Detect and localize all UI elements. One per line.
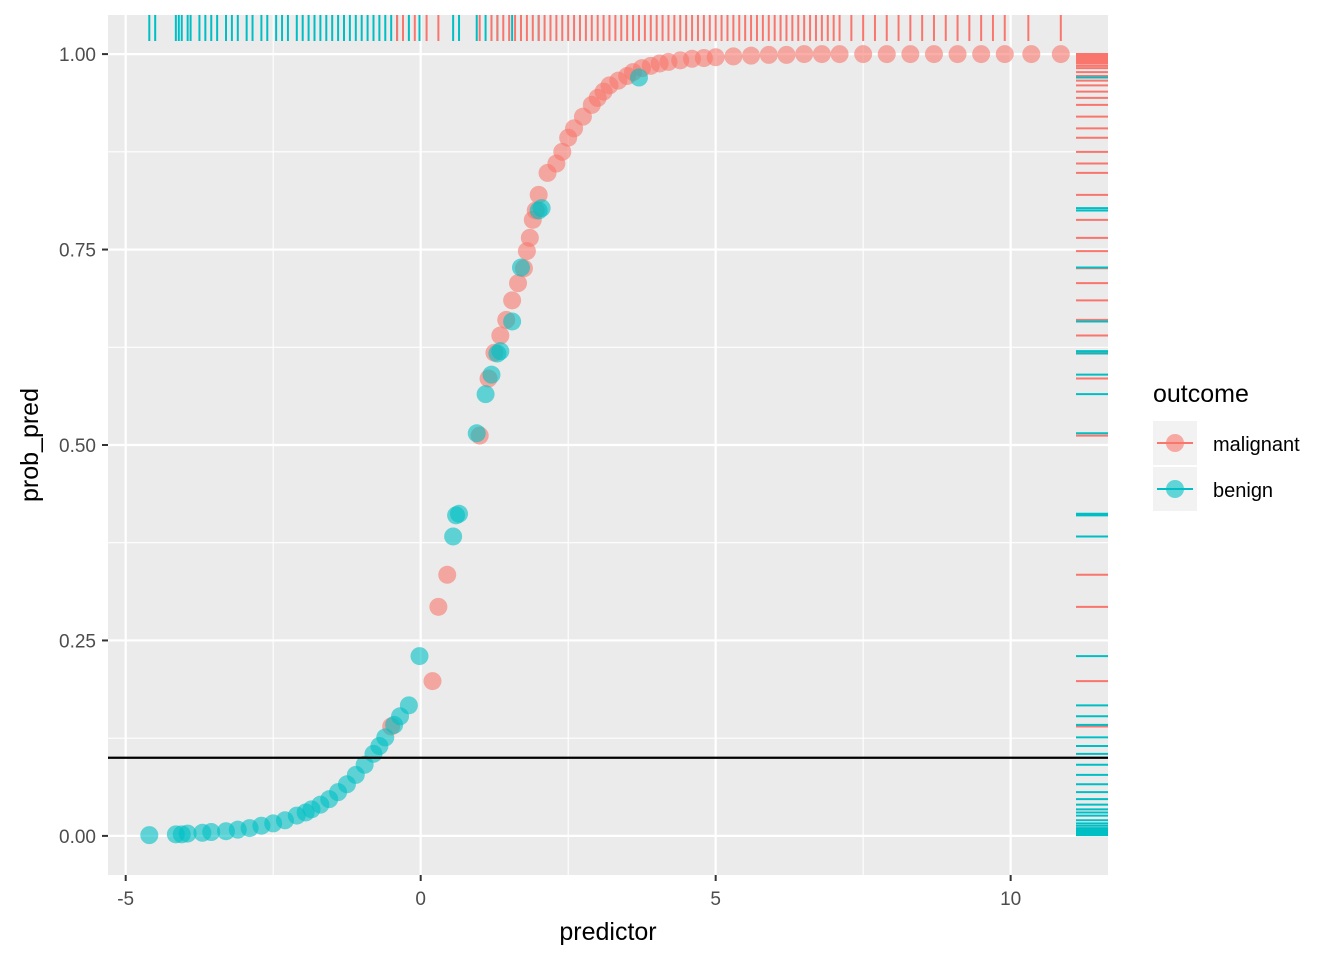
x-tick-label: 10 [1000, 889, 1021, 910]
point-malignant [877, 45, 896, 64]
point-benign [511, 258, 530, 277]
y-axis-title: prob_pred [16, 388, 44, 502]
point-malignant [429, 597, 448, 616]
point-benign [503, 312, 522, 331]
point-malignant [1051, 45, 1070, 64]
top-rug [148, 15, 1062, 41]
point-malignant [742, 46, 761, 65]
point-malignant [491, 326, 510, 345]
point-malignant [1022, 45, 1041, 64]
point-malignant [795, 45, 814, 64]
x-axis-title: predictor [559, 918, 656, 946]
legend-key-malignant-point [1166, 434, 1184, 452]
point-benign [532, 199, 551, 218]
point-benign [629, 68, 648, 87]
point-malignant [520, 228, 539, 247]
y-tick-label: 1.00 [59, 45, 96, 66]
legend-title: outcome [1153, 380, 1249, 408]
point-benign [410, 647, 429, 666]
point-malignant [503, 291, 522, 310]
point-malignant [509, 274, 528, 293]
right-rug [1076, 53, 1108, 837]
x-axis: -5 0 5 10 [117, 875, 1021, 910]
point-malignant [948, 45, 967, 64]
y-tick-label: 0.50 [59, 436, 96, 457]
legend-key-benign-point [1166, 480, 1184, 498]
point-benign [444, 527, 463, 546]
point-benign [450, 504, 469, 523]
data-points [140, 45, 1070, 845]
point-malignant [724, 47, 743, 66]
point-malignant [759, 45, 778, 64]
point-malignant [553, 142, 572, 161]
point-malignant [854, 45, 873, 64]
x-tick-label: 5 [710, 889, 721, 910]
point-benign [467, 424, 486, 443]
point-benign [399, 696, 418, 715]
point-malignant [812, 45, 831, 64]
point-benign [376, 728, 395, 747]
point-benign [140, 826, 159, 845]
point-benign [482, 365, 501, 384]
y-axis: 0.00 0.25 0.50 0.75 1.00 [59, 45, 108, 848]
y-tick-label: 0.75 [59, 241, 96, 262]
point-malignant [924, 45, 943, 64]
point-malignant [438, 565, 457, 584]
x-tick-label: 0 [415, 889, 426, 910]
legend: outcome malignant benign [1153, 380, 1300, 511]
point-benign [476, 385, 495, 404]
x-tick-label: -5 [117, 889, 134, 910]
point-malignant [972, 45, 991, 64]
point-benign [178, 824, 197, 843]
legend-label-malignant: malignant [1213, 434, 1300, 456]
legend-label-benign: benign [1213, 480, 1273, 502]
y-tick-label: 0.25 [59, 631, 96, 652]
major-gridlines [108, 15, 1108, 875]
point-benign [202, 823, 221, 841]
point-malignant [423, 672, 442, 691]
y-tick-label: 0.00 [59, 827, 96, 848]
point-benign [491, 342, 510, 361]
point-malignant [995, 45, 1014, 64]
point-malignant [777, 45, 796, 64]
point-malignant [901, 45, 920, 64]
point-malignant [830, 45, 849, 64]
point-malignant [706, 48, 725, 67]
